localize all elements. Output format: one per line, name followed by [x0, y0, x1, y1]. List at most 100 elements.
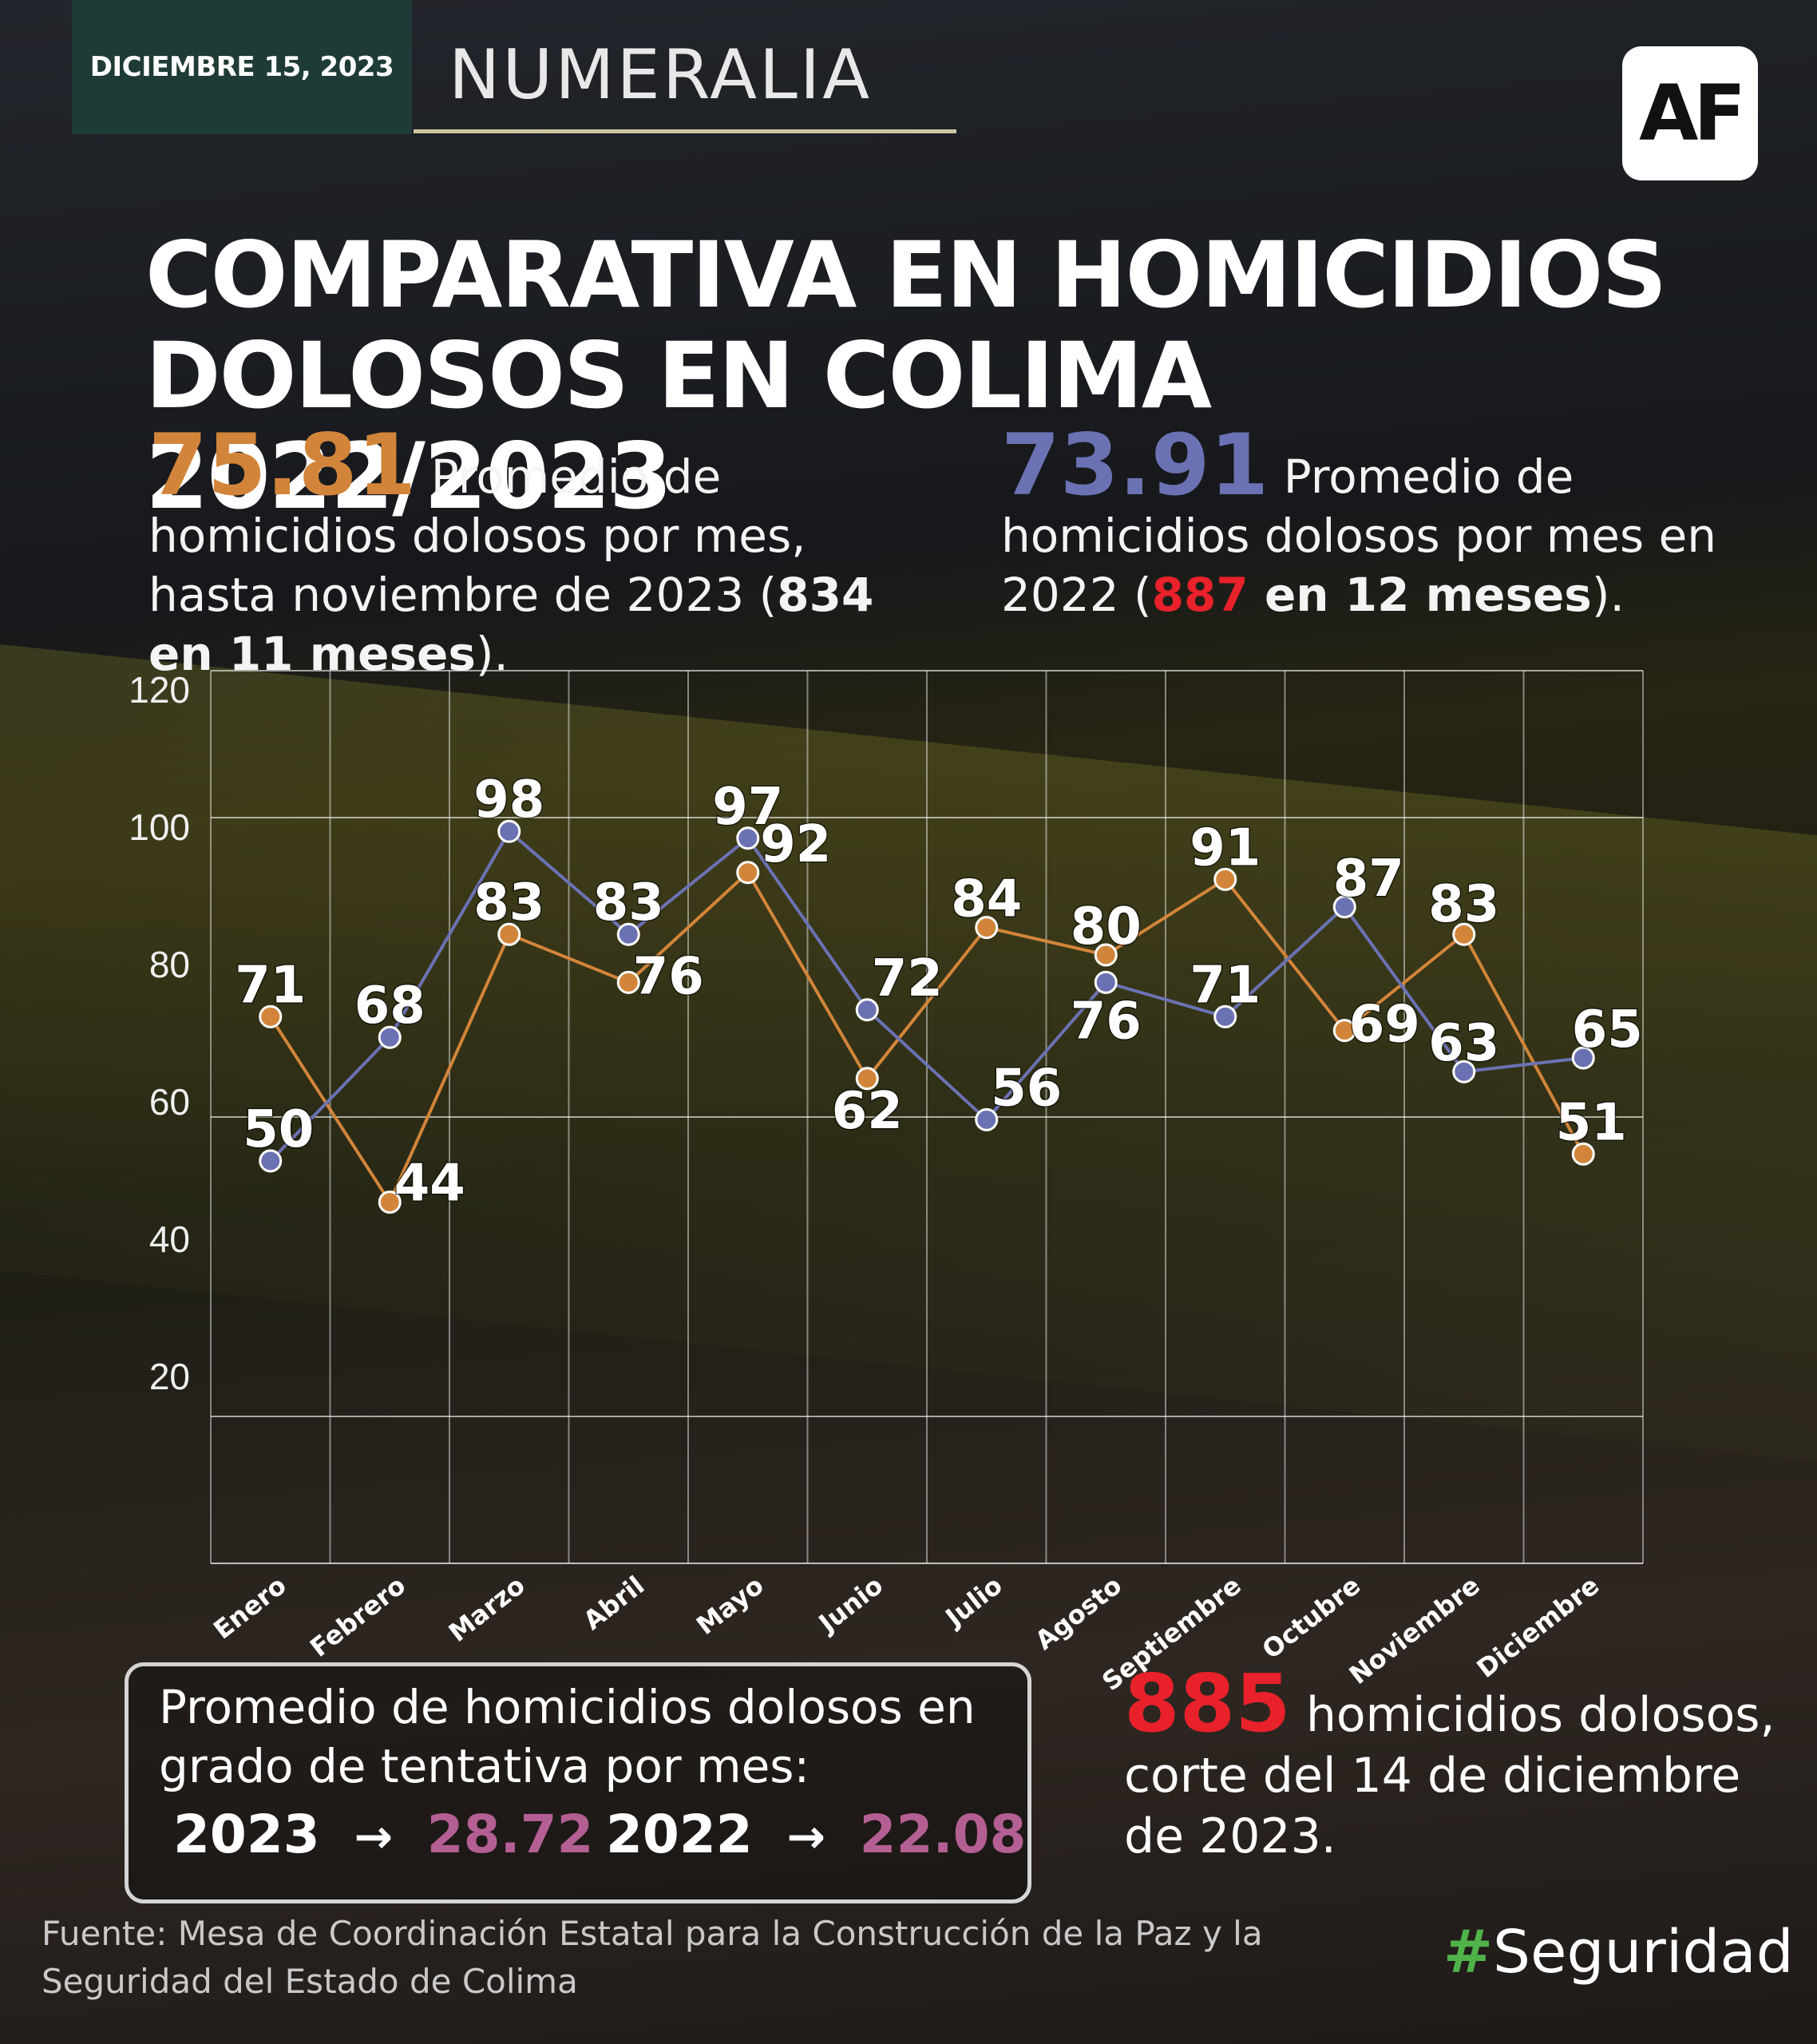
date-text: DICIEMBRE 15, 2023: [89, 51, 394, 83]
data-point: [855, 998, 879, 1022]
stat-2022-bold: en 12 meses: [1248, 568, 1592, 622]
data-label: 97: [712, 778, 783, 837]
data-label: 63: [1428, 1014, 1499, 1073]
data-point: [259, 1004, 283, 1028]
data-point: [855, 1067, 879, 1091]
data-label: 83: [593, 873, 664, 933]
stat-2023-end: ).: [475, 627, 509, 681]
stat-2023-bold: 834 en 11 meses: [148, 568, 874, 681]
data-label: 68: [354, 976, 426, 1036]
data-point: [1452, 1060, 1476, 1083]
x-tick-label: Enero: [208, 1570, 291, 1645]
stat-2022: 73.91 Promedio de homicidios dolosos por…: [1001, 423, 1744, 624]
hashtag-symbol: #: [1443, 1918, 1494, 1987]
data-label: 76: [1071, 992, 1142, 1051]
data-point: [1213, 867, 1237, 891]
y-tick-label: 120: [129, 669, 190, 711]
series-line-2023: [269, 869, 1585, 1206]
x-tick-label: Junio: [812, 1570, 889, 1639]
data-point: [975, 1107, 999, 1131]
x-tick-label: Noviembre: [1344, 1570, 1486, 1690]
stat-2023-value: 75.81: [148, 416, 417, 514]
x-tick-label: Agosto: [1030, 1570, 1128, 1656]
source-note: Fuente: Mesa de Coordinación Estatal par…: [42, 1914, 1263, 2001]
data-label: 62: [832, 1082, 903, 1141]
stat-2022-text: Promedio de homicidios dolosos por mes e…: [1001, 450, 1717, 622]
data-label: 87: [1333, 850, 1404, 909]
data-label: 71: [1190, 956, 1261, 1015]
data-label: 44: [394, 1155, 465, 1214]
data-label: 84: [951, 870, 1022, 929]
date-badge: DICIEMBRE 15, 2023: [72, 0, 412, 134]
data-point: [1332, 1019, 1356, 1043]
data-label: 98: [473, 770, 544, 830]
data-point: [616, 970, 640, 994]
x-tick-label: Abril: [577, 1570, 650, 1636]
data-point: [1213, 1004, 1237, 1028]
total-homicides: 885 homicidios dolosos, corte del 14 de …: [1124, 1664, 1779, 1867]
tentativa-box: Promedio de homicidios dolosos en grado …: [125, 1662, 1031, 1903]
tentativa-value-2022: 22.08: [859, 1804, 1027, 1865]
data-point: [1452, 922, 1476, 946]
total-text: homicidios dolosos, corte del 14 de dici…: [1124, 1687, 1775, 1864]
data-label: 83: [1428, 875, 1499, 934]
x-tick-label: Marzo: [443, 1570, 531, 1648]
data-label: 69: [1349, 996, 1420, 1055]
tentativa-year-2023: 2023: [173, 1804, 320, 1865]
tentativa-2023: 2023 → 28.72: [173, 1804, 593, 1865]
stat-2023: 75.81 Promedio de homicidios dolosos por…: [148, 423, 939, 683]
stat-2023-text: Promedio de homicidios dolosos por mes, …: [148, 450, 806, 622]
y-tick-label: 40: [149, 1218, 190, 1260]
data-point: [1094, 970, 1118, 994]
data-point: [736, 861, 760, 885]
x-tick-label: Octubre: [1257, 1570, 1366, 1665]
tentativa-title: Promedio de homicidios dolosos en grado …: [159, 1680, 976, 1793]
data-label: 92: [760, 815, 831, 874]
data-point: [378, 1190, 402, 1214]
data-label: 91: [1190, 818, 1261, 877]
data-label: 72: [872, 949, 943, 1008]
hashtag: #Seguridad: [1443, 1918, 1794, 1987]
section-underline: [414, 129, 956, 133]
data-label: 83: [473, 873, 544, 933]
hashtag-text: Seguridad: [1493, 1918, 1794, 1987]
title-line-1: COMPARATIVA EN HOMICIDIOS: [145, 222, 1667, 328]
data-label: 65: [1572, 1000, 1643, 1060]
y-tick-label: 100: [129, 806, 190, 848]
data-point: [1094, 943, 1118, 967]
data-point: [1332, 895, 1356, 919]
series-line-2022: [269, 829, 1584, 1163]
data-point: [259, 1149, 283, 1173]
data-label: 80: [1071, 897, 1142, 957]
data-point: [616, 922, 640, 946]
y-tick-label: 80: [149, 944, 190, 985]
title-line-2: DOLOSOS EN COLIMA 2022/2023: [145, 323, 1212, 529]
data-label: 76: [633, 947, 704, 1006]
data-point: [378, 1025, 402, 1049]
data-label: 71: [235, 956, 306, 1015]
data-label: 56: [991, 1059, 1062, 1118]
x-tick-label: Mayo: [691, 1570, 769, 1641]
data-point: [1571, 1142, 1595, 1166]
page-title: COMPARATIVA EN HOMICIDIOS DOLOSOS EN COL…: [145, 225, 1702, 527]
data-point: [1571, 1046, 1595, 1070]
data-point: [975, 916, 999, 940]
data-point: [736, 826, 760, 850]
arrow-icon: →: [786, 1809, 825, 1864]
stat-2022-end: ).: [1591, 568, 1625, 622]
af-logo: AF: [1622, 46, 1758, 180]
total-value: 885: [1124, 1657, 1291, 1750]
data-label: 51: [1556, 1093, 1627, 1152]
tentativa-2022: 2022 → 22.08: [606, 1804, 1026, 1865]
y-tick-label: 60: [149, 1081, 190, 1123]
x-tick-label: Febrero: [304, 1570, 411, 1662]
y-tick-label: 20: [149, 1356, 190, 1397]
tentativa-year-2022: 2022: [606, 1804, 753, 1865]
arrow-icon: →: [354, 1809, 393, 1864]
data-point: [497, 819, 521, 843]
stat-2022-value: 73.91: [1001, 416, 1269, 514]
section-label: NUMERALIA: [449, 35, 873, 115]
x-tick-label: Diciembre: [1471, 1570, 1605, 1684]
